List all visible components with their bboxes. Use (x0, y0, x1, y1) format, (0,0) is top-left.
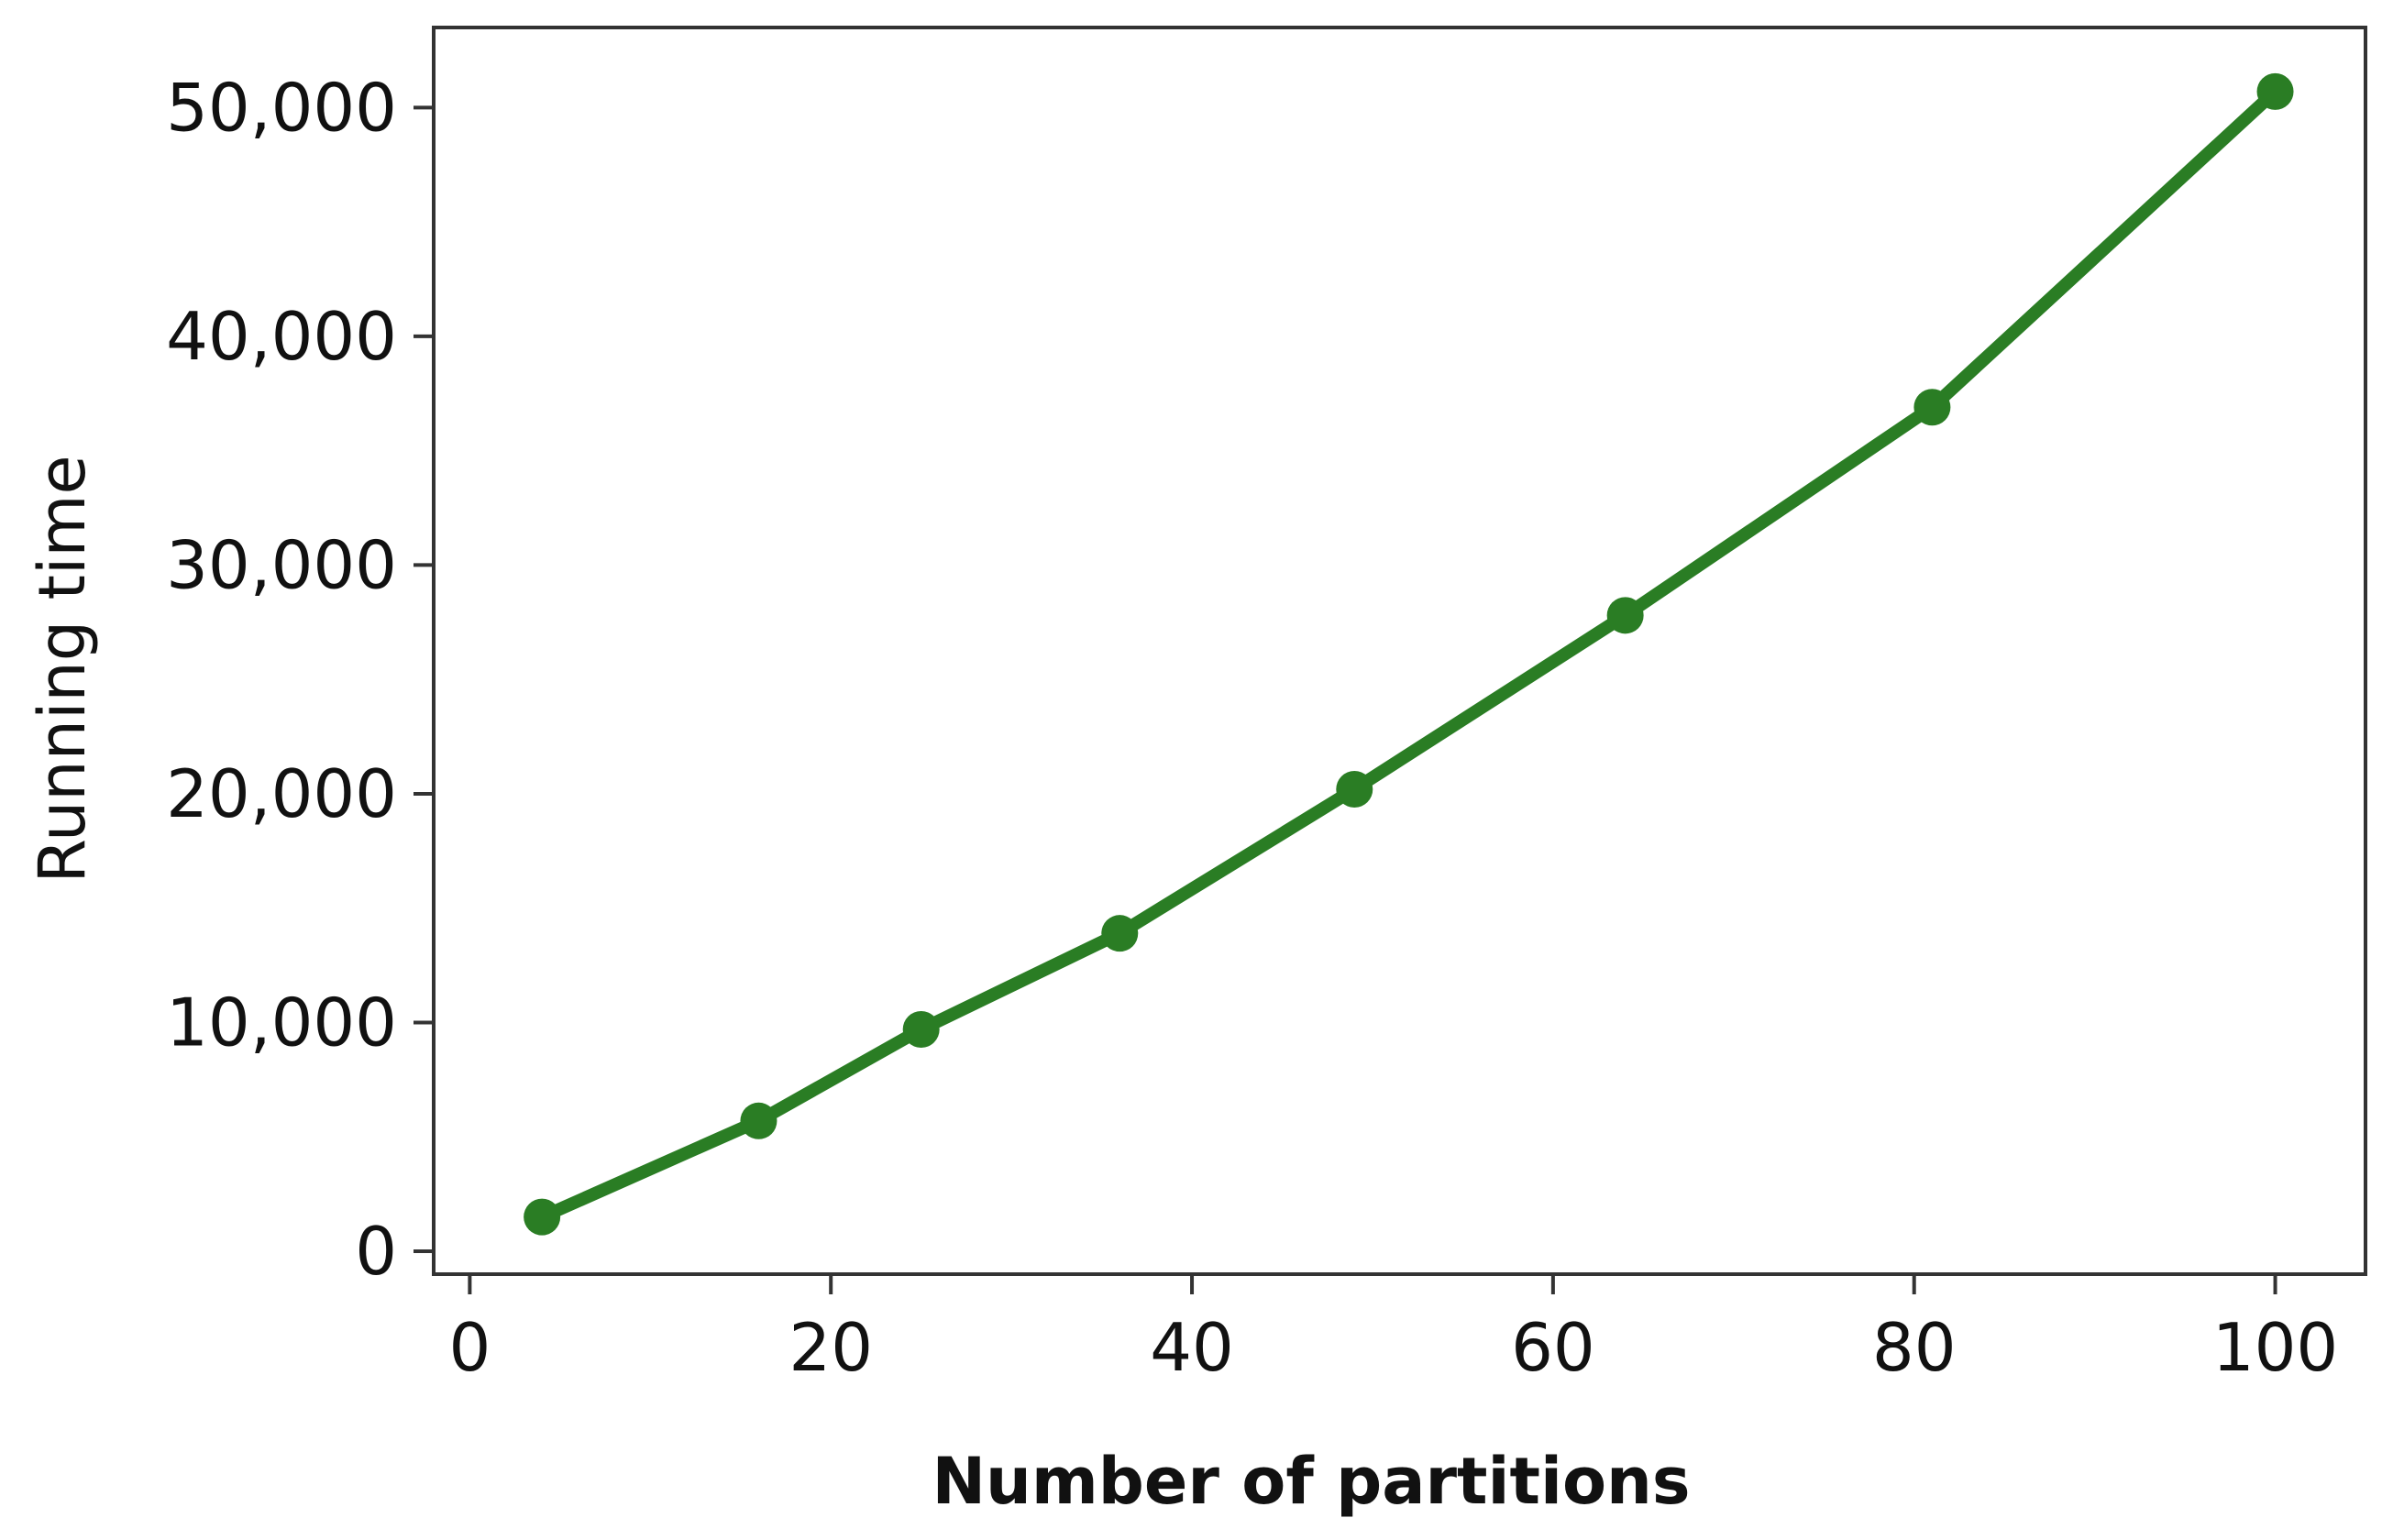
plot-frame (432, 26, 2367, 1276)
series-layer (524, 72, 2294, 1236)
data-point (1606, 597, 1644, 634)
data-point (902, 1010, 940, 1048)
y-tick-label: 0 (355, 1213, 397, 1290)
data-point (1101, 915, 1139, 952)
y-tick-label: 10,000 (166, 984, 397, 1062)
y-tick-label: 30,000 (166, 526, 397, 603)
x-tick-label: 60 (1511, 1309, 1595, 1386)
data-point (740, 1102, 777, 1139)
y-axis-ticks: 0 10,000 20,000 30,000 40,000 50,000 (166, 69, 434, 1290)
series-line (535, 84, 2282, 1224)
y-tick-label: 50,000 (166, 69, 397, 146)
data-point (1913, 389, 1951, 426)
x-axis-label: Number of partitions (932, 1444, 1690, 1519)
x-tick-label: 20 (788, 1309, 873, 1386)
x-tick-label: 40 (1150, 1309, 1234, 1386)
data-point (1336, 770, 1373, 808)
y-axis-label: Running time (25, 455, 100, 883)
y-tick-label: 20,000 (166, 755, 397, 832)
x-tick-label: 80 (1872, 1309, 1957, 1386)
x-tick-label: 0 (448, 1309, 491, 1386)
x-axis-ticks: 0 20 40 60 80 100 (448, 1274, 2338, 1386)
data-point (2256, 72, 2294, 110)
data-point (524, 1198, 561, 1236)
x-tick-label: 100 (2212, 1309, 2338, 1386)
y-tick-label: 40,000 (166, 298, 397, 375)
